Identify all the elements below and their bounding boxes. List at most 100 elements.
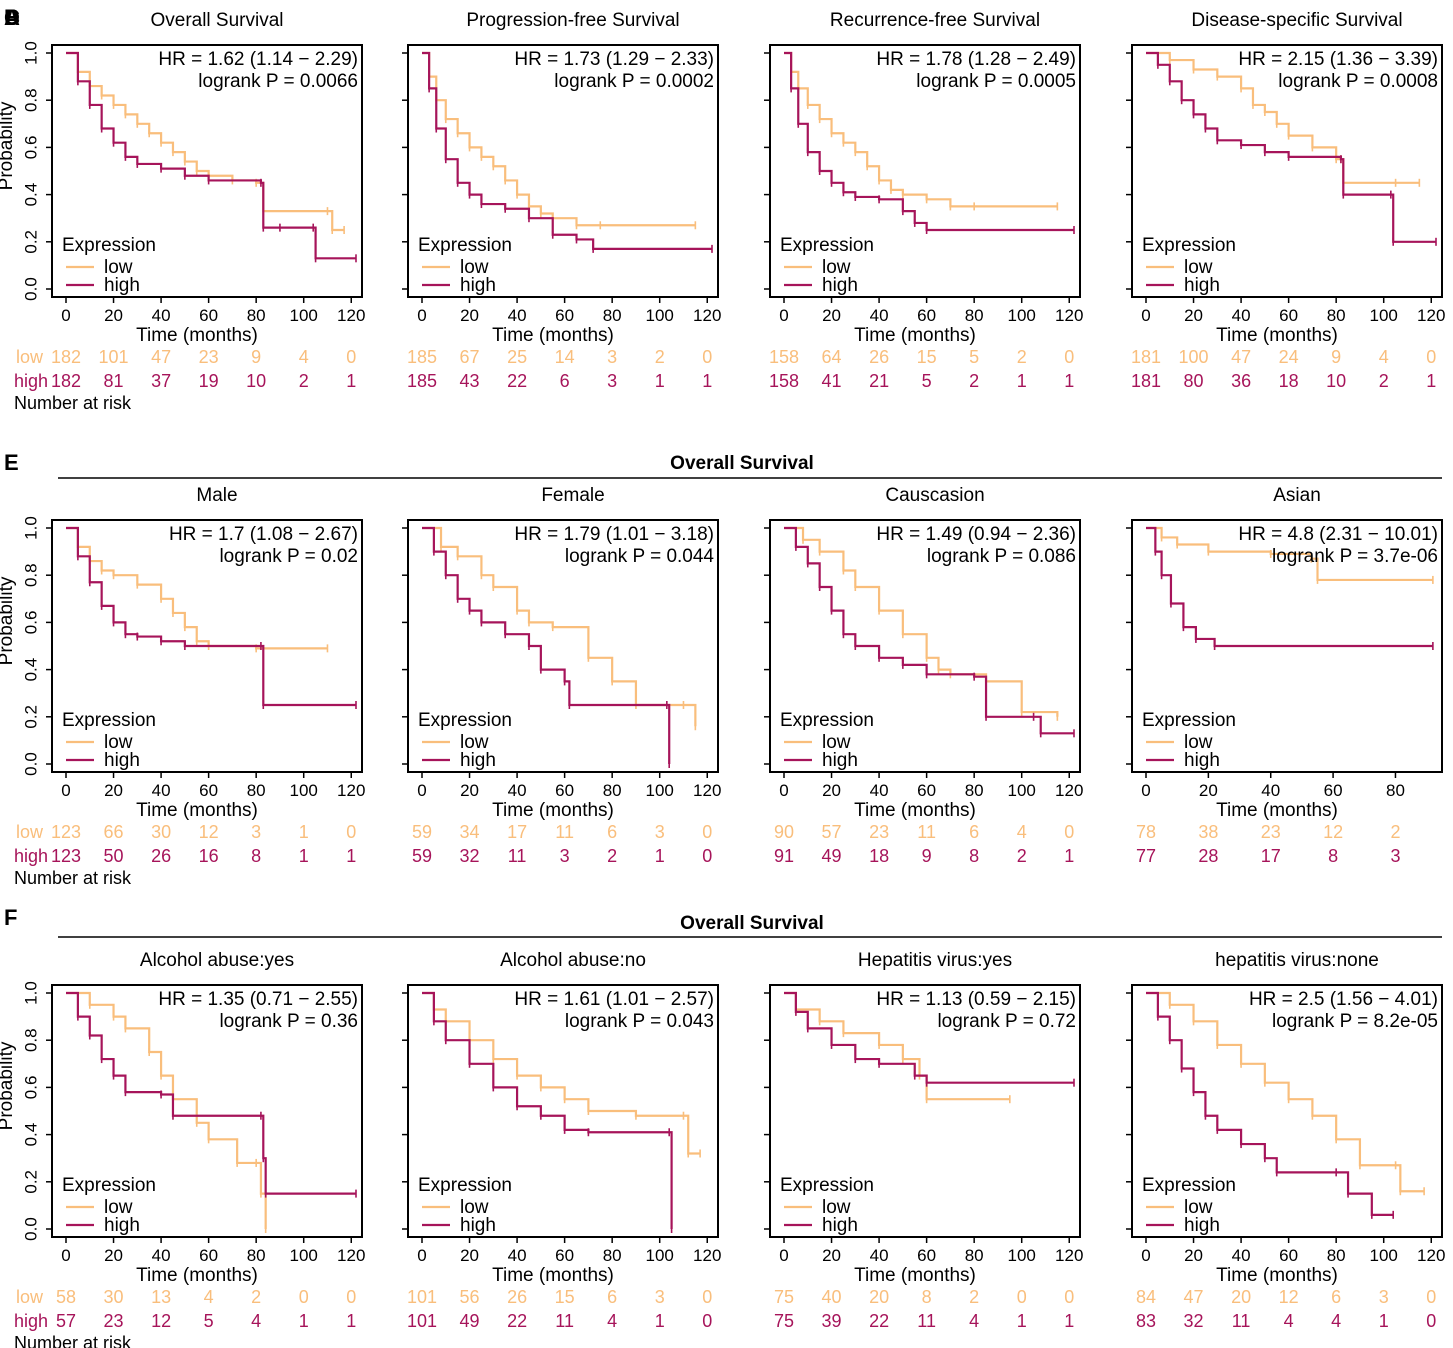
y-tick-label: 0.2 (21, 1170, 40, 1194)
x-axis-label: Time (months) (492, 1265, 614, 1286)
logrank-p: logrank P = 0.043 (565, 1011, 714, 1032)
legend-title: Expression (418, 710, 512, 731)
x-tick-label: 60 (917, 306, 936, 325)
risk-count-high: 11 (508, 846, 527, 866)
risk-count-high: 4 (251, 1311, 261, 1331)
risk-count-high: 1 (346, 371, 356, 391)
x-tick-label: 80 (603, 306, 622, 325)
risk-count-low: 4 (299, 347, 309, 367)
legend-label-high: high (460, 750, 496, 771)
km-panel-e3: Causcasion020406080100120Time (months)HR… (764, 485, 1083, 866)
x-tick-label: 80 (965, 306, 984, 325)
risk-count-low: 13 (151, 1287, 171, 1307)
risk-count-high: 77 (1136, 846, 1156, 866)
logrank-p: logrank P = 0.0005 (916, 71, 1076, 92)
risk-count-low: 182 (51, 347, 81, 367)
x-tick-label: 80 (965, 781, 984, 800)
legend-label-high: high (104, 750, 140, 771)
logrank-p: logrank P = 0.0002 (554, 71, 714, 92)
x-tick-label: 60 (199, 1246, 218, 1265)
x-tick-label: 40 (1232, 306, 1251, 325)
legend-title: Expression (1142, 235, 1236, 256)
x-tick-label: 100 (646, 781, 674, 800)
legend-title: Expression (1142, 710, 1236, 731)
risk-count-high: 6 (560, 371, 570, 391)
x-tick-label: 60 (917, 1246, 936, 1265)
risk-count-low: 47 (151, 347, 171, 367)
logrank-p: logrank P = 0.044 (565, 546, 715, 567)
x-tick-label: 100 (1370, 306, 1398, 325)
legend-title: Expression (418, 1175, 512, 1196)
x-tick-label: 120 (693, 306, 721, 325)
risk-count-low: 23 (1261, 822, 1281, 842)
risk-count-high: 18 (1279, 371, 1299, 391)
risk-count-high: 28 (1198, 846, 1218, 866)
logrank-p: logrank P = 0.086 (927, 546, 1076, 567)
risk-count-high: 3 (560, 846, 570, 866)
y-tick-label: 0.4 (21, 183, 40, 207)
x-tick-label: 20 (822, 781, 841, 800)
risk-count-low: 2 (251, 1287, 261, 1307)
km-panel-e1: Male0.00.20.40.60.81.0Probability0204060… (0, 485, 365, 888)
risk-count-high: 22 (507, 1311, 527, 1331)
x-tick-label: 40 (1232, 1246, 1251, 1265)
risk-count-low: 0 (346, 822, 356, 842)
x-tick-label: 80 (1327, 1246, 1346, 1265)
y-tick-label: 0.4 (21, 1123, 40, 1147)
risk-count-high: 22 (869, 1311, 889, 1331)
risk-count-low: 0 (702, 1287, 712, 1307)
risk-count-high: 0 (702, 846, 712, 866)
x-tick-label: 0 (417, 306, 426, 325)
risk-count-high: 80 (1184, 371, 1204, 391)
risk-count-low: 6 (607, 1287, 617, 1307)
risk-count-low: 67 (460, 347, 480, 367)
risk-count-low: 11 (555, 822, 574, 842)
risk-count-high: 1 (655, 371, 665, 391)
risk-count-high: 4 (1284, 1311, 1294, 1331)
y-tick-label: 0.2 (21, 230, 40, 254)
legend-label-high: high (822, 275, 858, 296)
risk-count-low: 11 (917, 822, 936, 842)
x-tick-label: 20 (822, 306, 841, 325)
x-tick-label: 100 (1008, 306, 1036, 325)
x-tick-label: 100 (1370, 1246, 1398, 1265)
risk-count-high: 11 (555, 1311, 574, 1331)
risk-count-low: 56 (460, 1287, 480, 1307)
risk-count-low: 0 (702, 822, 712, 842)
risk-count-high: 50 (104, 846, 124, 866)
risk-count-low: 15 (917, 347, 937, 367)
risk-count-high: 12 (151, 1311, 171, 1331)
risk-count-high: 9 (922, 846, 932, 866)
risk-count-high: 181 (1131, 371, 1161, 391)
risk-count-low: 84 (1136, 1287, 1156, 1307)
hazard-ratio: HR = 2.5 (1.56 − 4.01) (1249, 989, 1438, 1010)
risk-count-low: 90 (774, 822, 794, 842)
risk-count-high: 8 (969, 846, 979, 866)
x-tick-label: 0 (61, 306, 70, 325)
x-tick-label: 0 (61, 781, 70, 800)
risk-count-high: 41 (822, 371, 842, 391)
km-panel-f3: Hepatitis virus:yes020406080100120Time (… (764, 950, 1083, 1331)
risk-count-low: 66 (104, 822, 124, 842)
x-tick-label: 120 (337, 1246, 365, 1265)
x-axis-label: Time (months) (136, 800, 258, 821)
risk-count-high: 1 (1064, 1311, 1074, 1331)
x-tick-label: 0 (1141, 306, 1150, 325)
logrank-p: logrank P = 3.7e-06 (1272, 546, 1438, 567)
hazard-ratio: HR = 1.35 (0.71 − 2.55) (158, 989, 358, 1010)
km-panel-a: AOverall Survival0.00.20.40.60.81.0Proba… (0, 5, 365, 413)
legend-label-high: high (104, 275, 140, 296)
risk-count-low: 20 (869, 1287, 889, 1307)
hazard-ratio: HR = 1.61 (1.01 − 2.57) (514, 989, 714, 1010)
y-tick-label: 0.6 (21, 1076, 40, 1100)
risk-count-low: 123 (51, 822, 81, 842)
x-axis-label: Time (months) (854, 1265, 976, 1286)
risk-count-high: 1 (1064, 371, 1074, 391)
legend-label-high: high (822, 750, 858, 771)
risk-count-high: 1 (346, 1311, 356, 1331)
risk-table-title: Number at risk (14, 868, 132, 888)
risk-count-low: 0 (1426, 1287, 1436, 1307)
x-tick-label: 120 (1417, 1246, 1445, 1265)
hazard-ratio: HR = 1.7 (1.08 − 2.67) (169, 524, 358, 545)
risk-count-high: 37 (151, 371, 171, 391)
